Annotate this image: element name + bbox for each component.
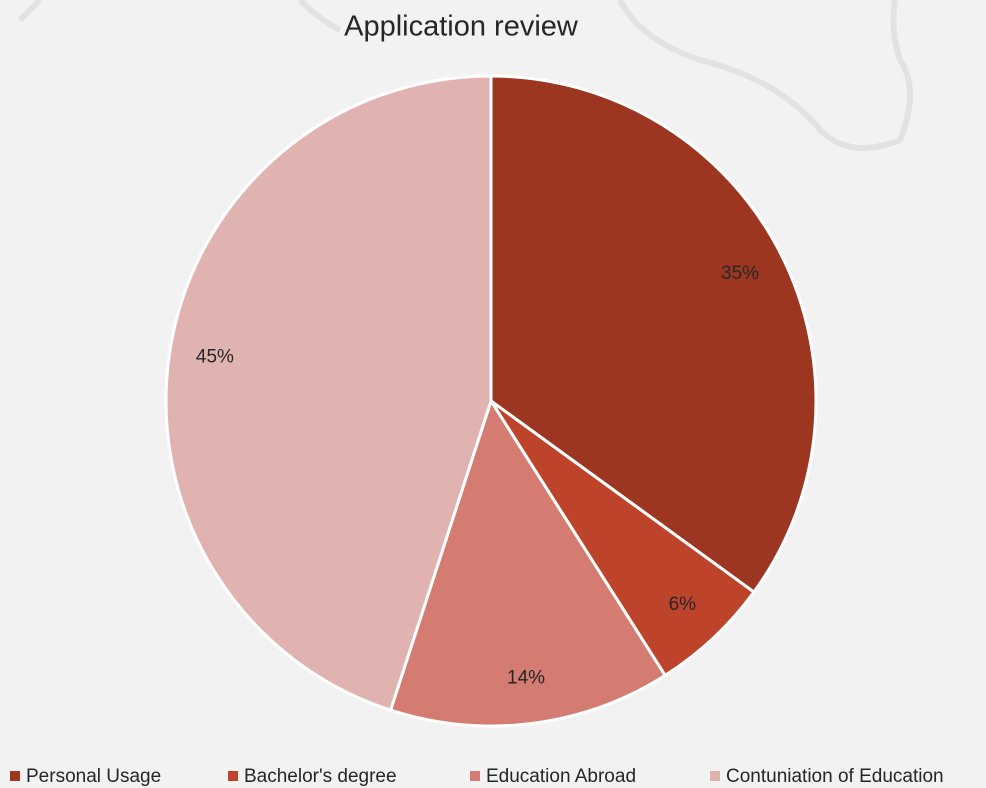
- legend-label: Contuniation of Education: [726, 766, 944, 787]
- legend-label: Education Abroad: [486, 766, 636, 787]
- decoration: [17, 0, 913, 151]
- chart-title: Application review: [344, 11, 579, 43]
- pie-slice: [164, 74, 493, 712]
- legend-label: Personal Usage: [26, 766, 161, 787]
- legend-swatch: [228, 771, 238, 781]
- legend-swatch: [710, 771, 720, 781]
- legend-swatch: [470, 771, 480, 781]
- pie-slice: [388, 397, 668, 728]
- pie-slice: [489, 74, 818, 595]
- data-label: 35%: [721, 263, 759, 284]
- legend-label: Bachelor's degree: [244, 766, 397, 787]
- data-label: 14%: [507, 667, 545, 688]
- data-label: 45%: [196, 346, 234, 367]
- legend-swatch: [10, 771, 20, 781]
- pie-slice: [489, 399, 757, 678]
- data-label: 6%: [669, 594, 697, 615]
